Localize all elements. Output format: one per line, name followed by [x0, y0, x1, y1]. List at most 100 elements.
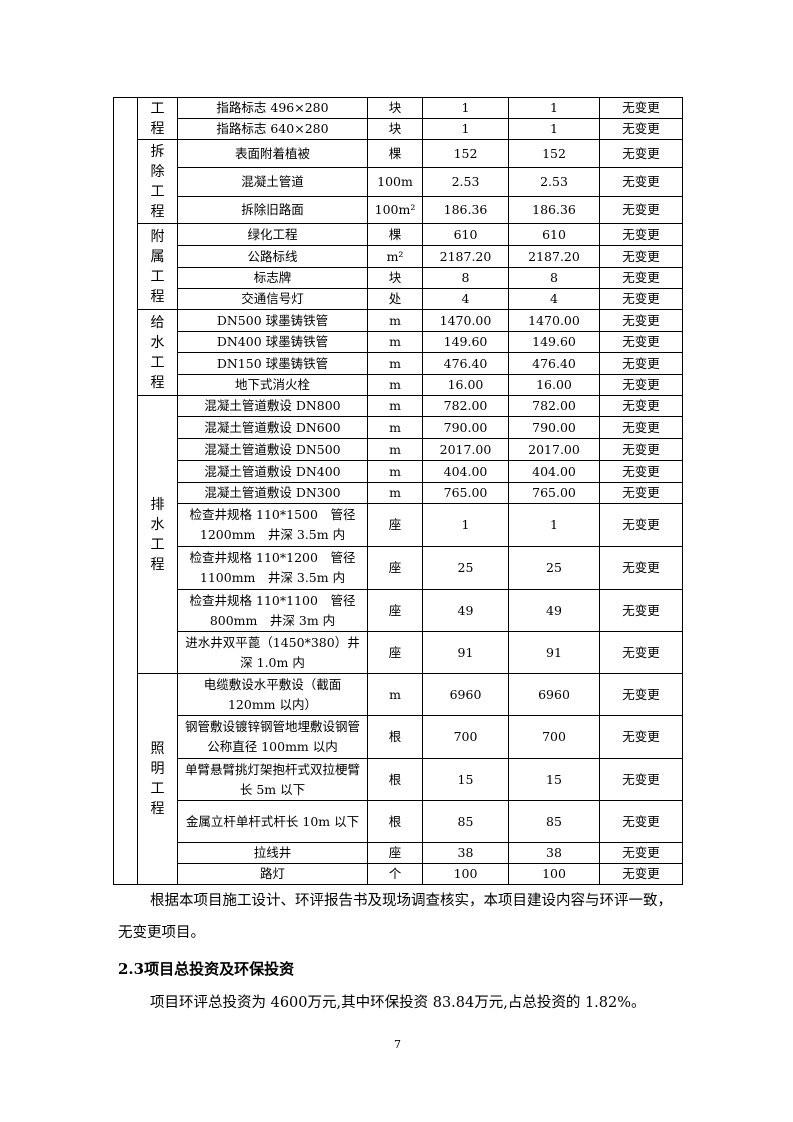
eia-quantity-cell: 152	[422, 139, 509, 168]
change-status-cell: 无变更	[599, 460, 683, 483]
item-name-cell: 表面附着植被	[177, 139, 368, 168]
item-name-cell: 钢管敷设镀锌钢管地埋敷设钢管公称直径 100mm 以内	[177, 715, 368, 759]
actual-quantity-cell: 100	[508, 863, 600, 885]
group-cell: 给水工程	[137, 309, 178, 396]
change-status-cell: 无变更	[599, 482, 683, 504]
group-label: 照明工程	[150, 741, 165, 817]
change-status-cell: 无变更	[599, 589, 683, 632]
change-status-cell: 无变更	[599, 118, 683, 140]
change-status-cell: 无变更	[599, 715, 683, 759]
change-status-cell: 无变更	[599, 309, 683, 332]
change-status-cell: 无变更	[599, 223, 683, 246]
eia-quantity-cell: 1470.00	[422, 309, 509, 332]
eia-quantity-cell: 16.00	[422, 374, 509, 396]
section-heading: 2.3项目总投资及环保投资	[118, 960, 295, 978]
item-name-cell: 混凝土管道敷设 DN500	[177, 438, 368, 461]
eia-quantity-cell: 15	[422, 758, 509, 801]
actual-quantity-cell: 2187.20	[508, 245, 600, 268]
conclusion-paragraph: 根据本项目施工设计、环评报告书及现场调查核实，本项目建设内容与环评一致，无变更项…	[118, 893, 672, 941]
table-row: 工程 指路标志 496×280 块 1 1 无变更	[113, 97, 683, 885]
unit-cell: 个	[367, 863, 423, 885]
item-name-cell: 交通信号灯	[177, 288, 368, 310]
eia-quantity-cell: 149.60	[422, 331, 509, 353]
table-row: 拉线井座 38 38 无变更	[114, 842, 683, 864]
change-status-cell: 无变更	[599, 352, 683, 375]
eia-quantity-cell: 1	[422, 118, 509, 140]
actual-quantity-cell: 152	[508, 139, 600, 168]
unit-cell: 处	[367, 288, 423, 310]
change-status-cell: 无变更	[599, 374, 683, 396]
actual-quantity-cell: 25	[508, 546, 600, 590]
eia-quantity-cell: 476.40	[422, 352, 509, 375]
actual-quantity-cell: 1470.00	[508, 309, 600, 332]
unit-cell: m	[367, 395, 423, 417]
page-content: 工程 指路标志 496×280 块 1 1 无变更 指路标志 640×280 块 1 1 无变更 拆除…	[113, 97, 683, 1053]
eia-quantity-cell: 2017.00	[422, 438, 509, 461]
item-name-cell: 拉线井	[177, 842, 368, 864]
unit-cell: m	[367, 673, 423, 716]
actual-quantity-cell: 16.00	[508, 374, 600, 396]
unit-cell: 座	[367, 589, 423, 632]
table-row: 混凝土管道 100m 2.53 2.53 无变更	[114, 167, 683, 197]
table-row: DN150 球墨铸铁管 m 476.40 476.40 无变更	[114, 352, 683, 375]
blank-category-cell	[113, 97, 138, 885]
actual-quantity-cell: 610	[508, 223, 600, 246]
actual-quantity-cell: 404.00	[508, 460, 600, 483]
unit-cell: m	[367, 374, 423, 396]
eia-quantity-cell: 4	[422, 288, 509, 310]
item-name-cell: 金属立杆单杆式杆长 10m 以下	[177, 800, 368, 843]
unit-cell: 根	[367, 715, 423, 759]
table-row: DN400 球墨铸铁管 m 149.60 149.60 无变更	[114, 331, 683, 353]
project-changes-table: 工程 指路标志 496×280 块 1 1 无变更 指路标志 640×280 块 1 1 无变更 拆除…	[113, 97, 683, 885]
eia-quantity-cell: 25	[422, 546, 509, 590]
table-row: 拆除工程 表面附着植被棵 152 152 无变更	[114, 139, 683, 224]
item-name-cell: 混凝土管道敷设 DN400	[177, 460, 368, 483]
item-name-cell: 路灯	[177, 863, 368, 885]
change-status-cell: 无变更	[599, 546, 683, 590]
item-name-cell: 公路标线	[177, 245, 368, 268]
item-name-cell: 电缆敷设水平敷设（截面 120mm 以内）	[177, 673, 368, 716]
eia-quantity-cell: 186.36	[422, 196, 509, 224]
actual-quantity-cell: 790.00	[508, 416, 600, 439]
actual-quantity-cell: 149.60	[508, 331, 600, 353]
item-name-cell: 标志牌	[177, 267, 368, 289]
unit-cell: 块	[367, 267, 423, 289]
item-name-cell: 指路标志 640×280	[177, 118, 368, 140]
actual-quantity-cell: 700	[508, 715, 600, 759]
eia-quantity-cell: 100	[422, 863, 509, 885]
unit-cell: 100m²	[367, 196, 423, 224]
table-row: 拆除旧路面 100m² 186.36 186.36 无变更	[114, 196, 683, 224]
item-name-cell: 拆除旧路面	[177, 196, 368, 224]
unit-cell: 根	[367, 758, 423, 801]
change-status-cell: 无变更	[599, 395, 683, 417]
actual-quantity-cell: 38	[508, 842, 600, 864]
table-row: 地下式消火栓 m 16.00 16.00 无变更	[114, 374, 683, 396]
actual-quantity-cell: 2017.00	[508, 438, 600, 461]
table-row: 指路标志 640×280 块 1 1 无变更	[114, 118, 683, 140]
group-cell: 照明工程	[137, 673, 178, 885]
actual-quantity-cell: 49	[508, 589, 600, 632]
unit-cell: 棵	[367, 223, 423, 246]
item-name-cell: 进水井双平蓖（1450*380）井深 1.0m 内	[177, 631, 368, 674]
eia-quantity-cell: 700	[422, 715, 509, 759]
actual-quantity-cell: 186.36	[508, 196, 600, 224]
item-name-cell: 混凝土管道敷设 DN800	[177, 395, 368, 417]
table-row: 附属工程 绿化工程棵 610 610 无变更	[114, 223, 683, 310]
unit-cell: m	[367, 438, 423, 461]
table-row: 混凝土管道敷设 DN300 m 765.00 765.00 无变更	[114, 482, 683, 504]
unit-cell: m	[367, 460, 423, 483]
change-status-cell: 无变更	[599, 416, 683, 439]
group-cell: 附属工程	[137, 223, 178, 310]
table-row: 混凝土管道敷设 DN500 m 2017.00 2017.00 无变更	[114, 438, 683, 461]
eia-quantity-cell: 6960	[422, 673, 509, 716]
unit-cell: m	[367, 352, 423, 375]
unit-cell: 100m	[367, 167, 423, 197]
unit-cell: 块	[367, 118, 423, 140]
actual-quantity-cell: 91	[508, 631, 600, 674]
unit-cell: m²	[367, 245, 423, 268]
group-cell: 工程	[137, 97, 178, 140]
table-row: 混凝土管道敷设 DN400 m 404.00 404.00 无变更	[114, 460, 683, 483]
unit-cell: 根	[367, 800, 423, 843]
item-name-cell: 单臂悬臂挑灯架抱杆式双拉梗臂长 5m 以下	[177, 758, 368, 801]
